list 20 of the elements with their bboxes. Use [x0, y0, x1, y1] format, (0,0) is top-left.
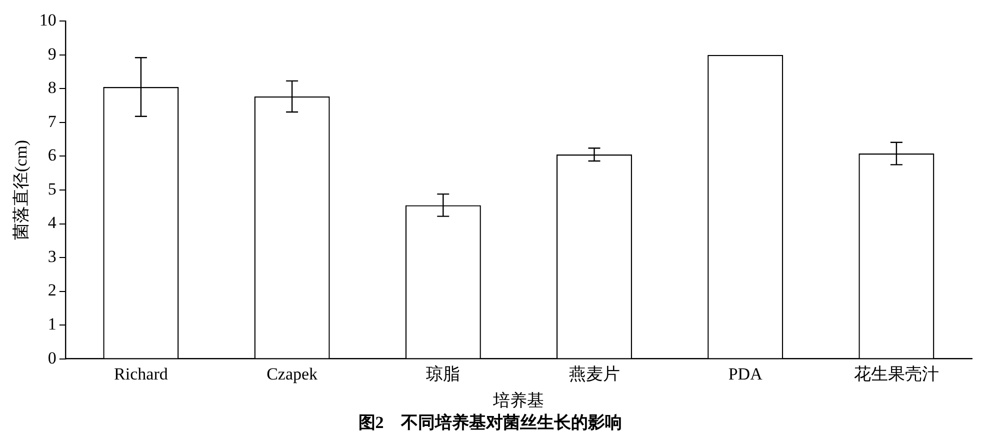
y-tick-label: 8 — [48, 78, 56, 98]
y-tick-label: 10 — [39, 10, 56, 30]
y-tick-label: 5 — [48, 179, 56, 198]
y-tick-label: 4 — [48, 213, 57, 232]
y-tick-label: 7 — [48, 112, 57, 131]
y-tick-label: 3 — [48, 246, 56, 266]
x-tick-label: 燕麦片 — [568, 364, 620, 384]
text: 图2 不同培养基对菌丝生长的影响 — [358, 413, 622, 432]
x-tick-label: Richard — [114, 364, 168, 384]
y-tick-label: 2 — [48, 280, 56, 300]
y-tick-label: 6 — [48, 146, 56, 165]
x-tick-label: PDA — [728, 364, 764, 384]
y-tick-label: 0 — [48, 348, 56, 368]
y-tick-label: 1 — [48, 314, 56, 334]
x-tick-label: 琼脂 — [426, 364, 460, 384]
x-tick-label: 花生果壳汁 — [854, 364, 939, 384]
y-axis-title: 菌落直径(cm) — [12, 140, 31, 240]
x-tick-label: Czapek — [266, 364, 318, 384]
y-tick-label: 9 — [48, 44, 56, 64]
x-axis-title: 培养基 — [492, 390, 544, 410]
